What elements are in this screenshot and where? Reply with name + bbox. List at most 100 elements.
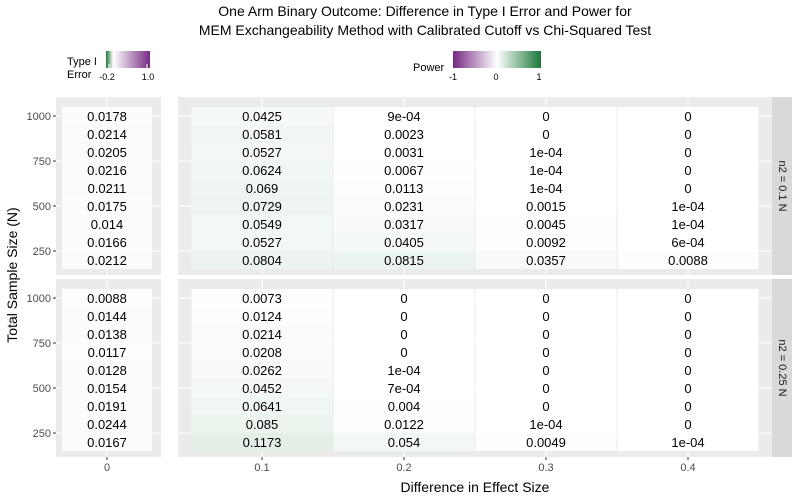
power-tile bbox=[333, 197, 475, 215]
power-label: 0.004 bbox=[388, 399, 421, 414]
type1-label: 0.0138 bbox=[87, 327, 127, 342]
legend-power-max-label: 1 bbox=[536, 72, 541, 82]
type1-tile bbox=[62, 307, 152, 325]
power-tile bbox=[475, 143, 617, 161]
power-tile bbox=[617, 125, 759, 143]
power-tile bbox=[191, 125, 333, 143]
power-tile bbox=[191, 397, 333, 415]
type1-tile bbox=[62, 161, 152, 179]
power-tile bbox=[617, 143, 759, 161]
power-tile bbox=[475, 361, 617, 379]
type1-label: 0.0212 bbox=[87, 253, 127, 268]
type1-tile bbox=[62, 397, 152, 415]
power-tile bbox=[475, 179, 617, 197]
type1-label: 0.0175 bbox=[87, 199, 127, 214]
power-tile bbox=[617, 361, 759, 379]
x-tick-label: 0.4 bbox=[680, 462, 695, 474]
power-label: 0 bbox=[684, 109, 691, 124]
type1-tile bbox=[62, 107, 152, 125]
power-label: 0 bbox=[542, 309, 549, 324]
power-label: 0.0527 bbox=[242, 235, 282, 250]
y-tick-label: 500 bbox=[33, 383, 51, 395]
y-tick-label: 1000 bbox=[27, 293, 51, 305]
type1-tile bbox=[62, 233, 152, 251]
x-tick-label: 0.3 bbox=[538, 462, 553, 474]
power-label: 1e-04 bbox=[671, 435, 704, 450]
power-tile bbox=[475, 433, 617, 451]
power-label: 0 bbox=[542, 381, 549, 396]
power-tile bbox=[191, 197, 333, 215]
power-tile bbox=[617, 215, 759, 233]
power-tile bbox=[191, 361, 333, 379]
power-label: 0 bbox=[684, 363, 691, 378]
power-tile bbox=[191, 215, 333, 233]
power-tile bbox=[475, 233, 617, 251]
power-tile bbox=[617, 415, 759, 433]
power-label: 0.0527 bbox=[242, 145, 282, 160]
power-tile bbox=[617, 107, 759, 125]
power-tile bbox=[617, 307, 759, 325]
power-label: 0 bbox=[400, 291, 407, 306]
power-tile bbox=[333, 415, 475, 433]
power-tile bbox=[475, 161, 617, 179]
plot-area: n2 = 0.1 N 0.0178 0.0214 0.0205 0.0216 0.0211… bbox=[27, 97, 792, 474]
power-label: 0.0023 bbox=[384, 127, 424, 142]
type1-label: 0.0128 bbox=[87, 363, 127, 378]
power-tile bbox=[333, 161, 475, 179]
power-label: 0.0214 bbox=[242, 327, 282, 342]
type1-tile bbox=[62, 215, 152, 233]
x-axis-label: Difference in Effect Size bbox=[401, 479, 550, 495]
power-tile bbox=[333, 397, 475, 415]
power-label: 0 bbox=[684, 181, 691, 196]
power-label: 0 bbox=[684, 291, 691, 306]
power-tile bbox=[191, 307, 333, 325]
power-label: 0.054 bbox=[388, 435, 421, 450]
power-tile bbox=[617, 379, 759, 397]
power-label: 0.0262 bbox=[242, 363, 282, 378]
power-label: 0.0088 bbox=[668, 253, 708, 268]
power-label: 0 bbox=[684, 163, 691, 178]
power-tile bbox=[617, 197, 759, 215]
facet-strip bbox=[772, 279, 792, 457]
type1-tile bbox=[62, 125, 152, 143]
power-tile bbox=[617, 251, 759, 269]
power-tile bbox=[333, 307, 475, 325]
power-tile bbox=[617, 343, 759, 361]
power-label: 7e-04 bbox=[387, 381, 420, 396]
power-label: 0 bbox=[400, 345, 407, 360]
power-label: 0.0208 bbox=[242, 345, 282, 360]
power-label: 0.0124 bbox=[242, 309, 282, 324]
type1-tile bbox=[62, 415, 152, 433]
type1-label: 0.0244 bbox=[87, 417, 127, 432]
type1-tile bbox=[62, 433, 152, 451]
power-tile bbox=[191, 251, 333, 269]
power-label: 0.0452 bbox=[242, 381, 282, 396]
power-tile bbox=[333, 433, 475, 451]
legend-power-title: Power bbox=[413, 62, 445, 74]
power-label: 0.0049 bbox=[526, 435, 566, 450]
power-tile bbox=[333, 251, 475, 269]
power-label: 0 bbox=[684, 417, 691, 432]
power-tile bbox=[191, 107, 333, 125]
power-label: 0.0815 bbox=[384, 253, 424, 268]
power-tile bbox=[475, 343, 617, 361]
power-tile bbox=[617, 325, 759, 343]
x-tick-label: 0.2 bbox=[396, 462, 411, 474]
power-tile bbox=[475, 215, 617, 233]
type1-label: 0.0178 bbox=[87, 109, 127, 124]
power-label: 0 bbox=[542, 127, 549, 142]
type1-tile bbox=[62, 251, 152, 269]
y-tick-label: 1000 bbox=[27, 111, 51, 123]
legend-type1-min-label: -0.2 bbox=[99, 72, 115, 82]
power-label: 0.0073 bbox=[242, 291, 282, 306]
power-label: 0 bbox=[542, 327, 549, 342]
power-tile bbox=[191, 343, 333, 361]
power-tile bbox=[191, 161, 333, 179]
type1-label: 0.0191 bbox=[87, 399, 127, 414]
type1-label: 0.0211 bbox=[88, 181, 127, 196]
power-tile bbox=[475, 307, 617, 325]
power-label: 0 bbox=[542, 363, 549, 378]
legend-type1-max-label: 1.0 bbox=[142, 72, 155, 82]
legend-type1-colorbar bbox=[106, 51, 150, 68]
